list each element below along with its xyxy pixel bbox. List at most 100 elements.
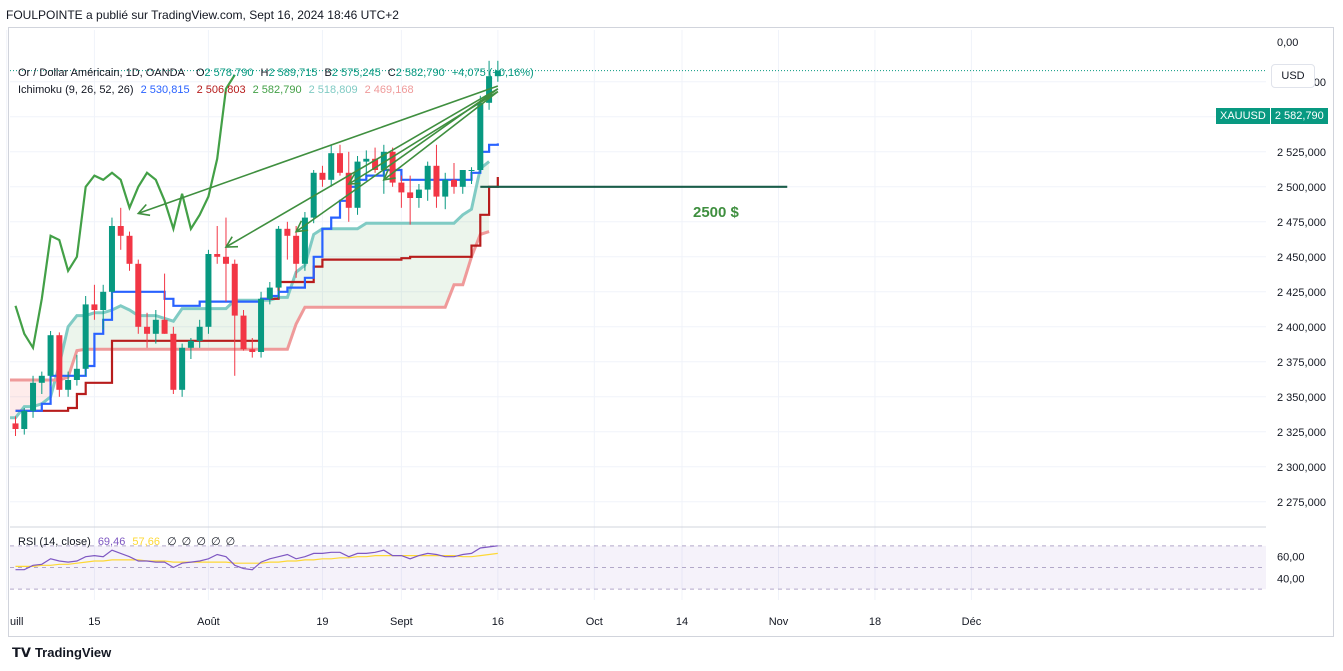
kumo-cloud-segment <box>410 223 419 308</box>
trendline-arrowhead <box>347 173 361 185</box>
trendline-arrowhead <box>224 236 239 248</box>
kumo-cloud-segment <box>366 223 376 308</box>
y-axis-tick-label: 2 475,000 <box>1277 217 1326 229</box>
change-value: +4,075 (+0,16%) <box>451 67 534 79</box>
candle-body <box>442 179 449 197</box>
candle-body <box>275 228 282 288</box>
kumo-cloud-segment <box>278 297 288 350</box>
candle-body <box>152 319 159 334</box>
rsi-value: 69,46 <box>97 536 126 548</box>
rsi-label: RSI (14, close) <box>18 536 91 548</box>
y-axis-tick-label: 2 350,000 <box>1277 392 1326 404</box>
kumo-cloud-segment <box>471 168 481 257</box>
candle-body <box>21 410 28 429</box>
kumo-cloud-segment <box>269 297 279 350</box>
ichimoku-span-b-value: 2 469,168 <box>364 84 414 96</box>
currency-button[interactable]: USD <box>1271 64 1315 88</box>
candle-body <box>179 347 186 390</box>
candle-body <box>231 263 238 316</box>
ichimoku-span-a-value: 2 518,809 <box>308 84 358 96</box>
kumo-cloud-segment <box>217 308 226 350</box>
candle-body <box>389 151 396 183</box>
candle-body <box>459 170 466 187</box>
candle-body <box>108 226 115 292</box>
kumo-cloud-segment <box>392 223 402 308</box>
kumo-cloud-segment <box>120 305 130 350</box>
kumo-cloud-segment <box>340 228 349 308</box>
symbol-title: Or / Dollar Américain, 1D, OANDA <box>18 67 185 79</box>
rsi-na-value: ∅ <box>210 536 221 548</box>
last-price-tag: XAUUSD 2 582,790 <box>1216 108 1328 124</box>
plot-area <box>10 60 501 436</box>
kumo-cloud-segment <box>357 223 367 308</box>
kumo-cloud-segment <box>427 223 437 308</box>
rsi-na-value: ∅ <box>225 536 236 548</box>
y-axis-tick-label: 2 450,000 <box>1277 252 1326 264</box>
candle-body <box>12 423 19 429</box>
rsi-legend[interactable]: RSI (14, close) 69,46 57,66 ∅ ∅ ∅ ∅ ∅ <box>18 535 237 548</box>
candle-body <box>73 368 80 380</box>
ichimoku-legend[interactable]: Ichimoku (9, 26, 52, 26) 2 530,815 2 506… <box>18 84 418 96</box>
trendline-arrowhead <box>136 203 151 217</box>
symbol-legend: Or / Dollar Américain, 1D, OANDA O2 578,… <box>18 67 538 79</box>
price-tag-value: 2 582,790 <box>1270 108 1328 124</box>
candle-body <box>266 287 273 299</box>
candle-body <box>328 153 335 180</box>
y-axis-label-top: 0,00 <box>1277 37 1298 49</box>
kumo-cloud-segment <box>94 312 104 350</box>
candle-body <box>117 226 124 236</box>
kumo-cloud-segment <box>462 209 472 285</box>
candle-body <box>433 165 440 197</box>
kumo-cloud-segment <box>331 228 340 308</box>
candle-body <box>451 179 457 187</box>
candle-body <box>249 349 256 352</box>
x-axis-tick-label: Déc <box>962 616 982 628</box>
candle-body <box>494 70 501 77</box>
publication-header: FOULPOINTE a publié sur TradingView.com,… <box>6 8 399 22</box>
kumo-cloud-segment <box>375 223 384 308</box>
tradingview-footer[interactable]: 𝗧𝗩 TradingView <box>12 645 111 661</box>
kumo-cloud-segment <box>436 223 446 308</box>
trendline <box>138 85 499 215</box>
rsi-ma-value: 57,66 <box>132 536 160 548</box>
rsi-na-value: ∅ <box>181 536 192 548</box>
kumo-cloud-segment <box>322 228 332 308</box>
candle-body <box>135 263 142 327</box>
candle-body <box>126 235 133 264</box>
rsi-na-value: ∅ <box>196 536 206 548</box>
open-label: O <box>195 67 205 79</box>
candle-body <box>205 254 212 327</box>
trendline <box>225 88 499 248</box>
close-label: C <box>387 67 396 79</box>
kumo-cloud-segment <box>103 310 112 350</box>
candle-body <box>407 192 414 198</box>
candle-body <box>144 326 151 334</box>
kumo-cloud-segment <box>304 234 314 308</box>
x-axis-tick-label: 15 <box>88 616 100 628</box>
level-annotation[interactable]: 2500 $ <box>693 204 739 221</box>
trendline <box>348 90 499 185</box>
price-tag-symbol: XAUUSD <box>1216 108 1270 124</box>
candle-body <box>258 298 265 352</box>
candle-body <box>336 153 343 173</box>
kumo-cloud-segment <box>480 161 490 235</box>
candle-body <box>91 304 98 310</box>
y-axis-tick-label: 2 425,000 <box>1277 287 1326 299</box>
candle-body <box>319 172 326 180</box>
candle-body <box>284 228 291 236</box>
ichimoku-label: Ichimoku (9, 26, 52, 26) <box>18 84 134 96</box>
kumo-cloud-segment <box>445 223 454 308</box>
candle-body <box>363 158 370 162</box>
ichimoku-span-b-line <box>10 230 490 382</box>
kumo-cloud-segment <box>418 223 428 308</box>
kumo-cloud-segment <box>313 228 323 308</box>
kumo-cloud-segment <box>10 380 16 418</box>
trendline <box>383 90 499 181</box>
x-axis-tick-label: Août <box>197 616 220 628</box>
x-axis-tick-label: 19 <box>316 616 328 628</box>
candle-body <box>38 375 45 383</box>
trendline-arrowhead <box>294 220 309 233</box>
candle-body <box>82 304 89 369</box>
x-axis-tick-label: uill <box>10 616 23 628</box>
